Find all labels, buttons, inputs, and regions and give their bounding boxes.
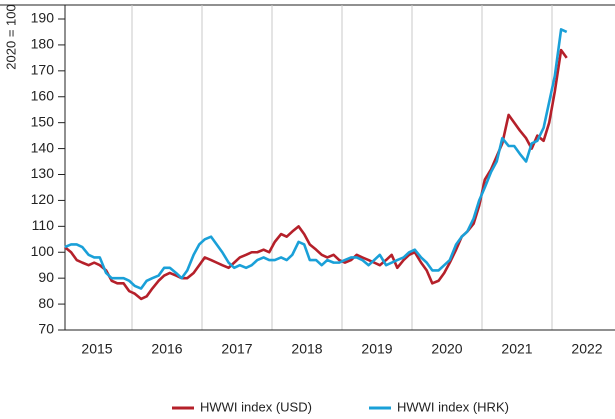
y-tick-label: 70 xyxy=(38,321,54,337)
x-tick-label: 2022 xyxy=(571,341,602,357)
series-line xyxy=(64,28,568,290)
x-tick-label: 2020 xyxy=(431,341,462,357)
series-line xyxy=(63,48,568,301)
y-tick-label: 190 xyxy=(31,10,55,26)
y-tick-label: 80 xyxy=(38,295,54,311)
x-tick-label: 2016 xyxy=(151,341,182,357)
y-tick-label: 140 xyxy=(31,139,55,155)
x-tick-label: 2015 xyxy=(81,341,112,357)
y-tick-label: 110 xyxy=(32,217,55,233)
x-tick-label: 2021 xyxy=(501,341,532,357)
y-axis-label: 2020 = 100 xyxy=(3,4,18,69)
legend-label: HWWI index (USD) xyxy=(200,399,312,414)
x-tick-label: 2017 xyxy=(221,341,252,357)
legend-label: HWWI index (HRK) xyxy=(397,399,509,414)
y-tick-label: 150 xyxy=(31,113,55,129)
y-tick-label: 180 xyxy=(31,36,55,52)
y-tick-label: 160 xyxy=(31,87,55,103)
y-tick-label: 130 xyxy=(31,165,55,181)
y-tick-label: 170 xyxy=(31,62,55,78)
y-tick-label: 100 xyxy=(31,243,55,259)
y-tick-label: 120 xyxy=(31,191,55,207)
y-tick-label: 90 xyxy=(38,269,54,285)
x-tick-label: 2019 xyxy=(361,341,392,357)
x-tick-label: 2018 xyxy=(291,341,322,357)
